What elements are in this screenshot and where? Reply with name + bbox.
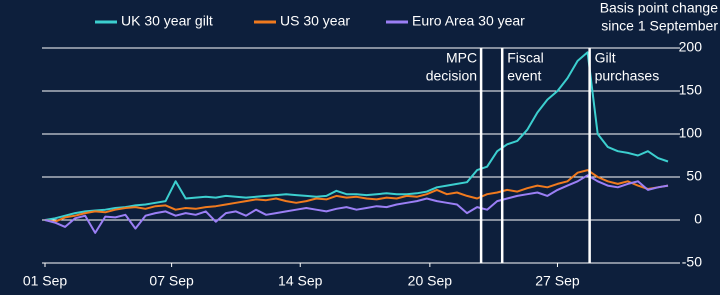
legend-label: US 30 year [280,13,350,29]
x-tick-label: 01 Sep [23,273,68,289]
y-tick-label: 200 [679,39,703,55]
y-tick-label: 100 [679,125,703,141]
event-label: Gilt [595,50,616,66]
series-line [44,51,669,221]
y-tick-label: 50 [686,168,702,184]
x-tick-label: 20 Sep [408,273,453,289]
event-label: MPC [446,50,477,66]
legend-label: UK 30 year gilt [121,13,213,29]
y-axis-label: since 1 September [601,18,718,34]
event-label: event [507,68,541,84]
event-label: decision [426,68,477,84]
x-tick-label: 14 Sep [278,273,323,289]
event-label: Fiscal [507,50,544,66]
y-tick-label: -50 [682,254,702,270]
series-line [44,174,669,234]
y-tick-label: 150 [679,82,703,98]
y-tick-label: 0 [694,211,702,227]
x-tick-label: 27 Sep [535,273,580,289]
legend-label: Euro Area 30 year [412,13,525,29]
y-axis-label: Basis point change [600,0,719,16]
event-label: purchases [595,68,660,84]
x-tick-label: 07 Sep [149,273,194,289]
series-line [44,169,669,223]
